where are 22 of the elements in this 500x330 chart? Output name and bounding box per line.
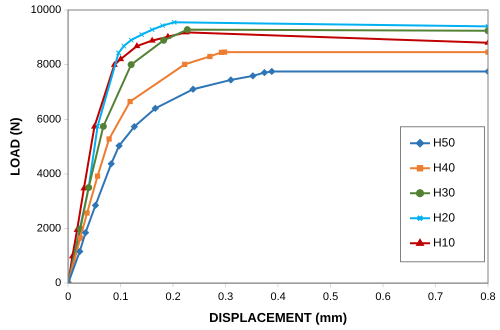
x-tick-label: 0.7 [428, 290, 444, 303]
y-tick-label: 4000 [36, 168, 62, 180]
x-tick-label: 0.4 [270, 290, 286, 303]
legend-label: H10 [433, 236, 456, 250]
legend-label: H20 [433, 210, 456, 225]
x-axis-title: DISPLACEMENT (mm) [209, 310, 348, 325]
x-tick-label: 0.8 [480, 290, 496, 303]
legend-label: H40 [433, 160, 456, 175]
y-tick-label: 10000 [30, 4, 62, 16]
x-tick-label: 0.3 [218, 290, 234, 303]
y-tick-label: 8000 [36, 58, 62, 71]
y-tick-label: 6000 [36, 113, 62, 126]
x-tick-label: 0.1 [113, 290, 128, 303]
x-tick-label: 0 [65, 290, 72, 303]
y-tick-label: 0 [55, 277, 62, 290]
y-axis-title: LOAD (N) [7, 117, 22, 176]
x-tick-label: 0.2 [165, 290, 181, 303]
x-tick-label: 0.6 [375, 290, 391, 303]
y-tick-label: 2000 [36, 222, 62, 235]
legend-label: H50 [433, 136, 456, 150]
legend-label: H30 [433, 186, 456, 200]
x-tick-label: 0.5 [322, 290, 338, 303]
